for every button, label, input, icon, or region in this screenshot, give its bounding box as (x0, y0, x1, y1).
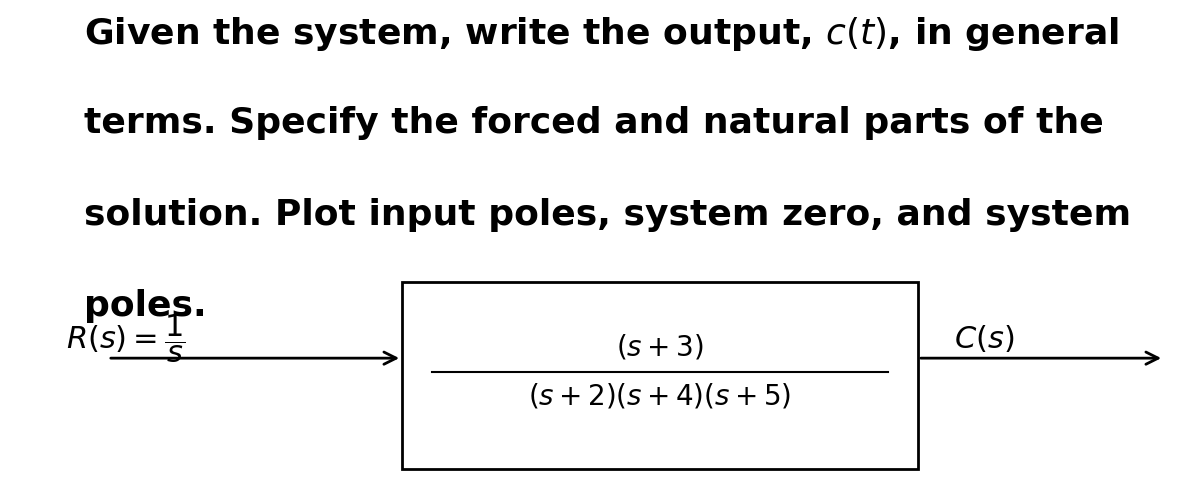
Text: $(s + 3)$: $(s + 3)$ (617, 333, 703, 362)
Text: Given the system, write the output, $c(t)$, in general: Given the system, write the output, $c(t… (84, 15, 1118, 53)
Text: poles.: poles. (84, 289, 206, 323)
Text: $C(s)$: $C(s)$ (954, 323, 1014, 354)
Text: terms. Specify the forced and natural parts of the: terms. Specify the forced and natural pa… (84, 106, 1104, 140)
Text: solution. Plot input poles, system zero, and system: solution. Plot input poles, system zero,… (84, 198, 1132, 232)
Bar (402, 282, 918, 469)
Text: $(s + 2)(s + 4)(s + 5)$: $(s + 2)(s + 4)(s + 5)$ (528, 381, 792, 411)
Text: $R(s) = \dfrac{1}{s}$: $R(s) = \dfrac{1}{s}$ (66, 312, 186, 365)
